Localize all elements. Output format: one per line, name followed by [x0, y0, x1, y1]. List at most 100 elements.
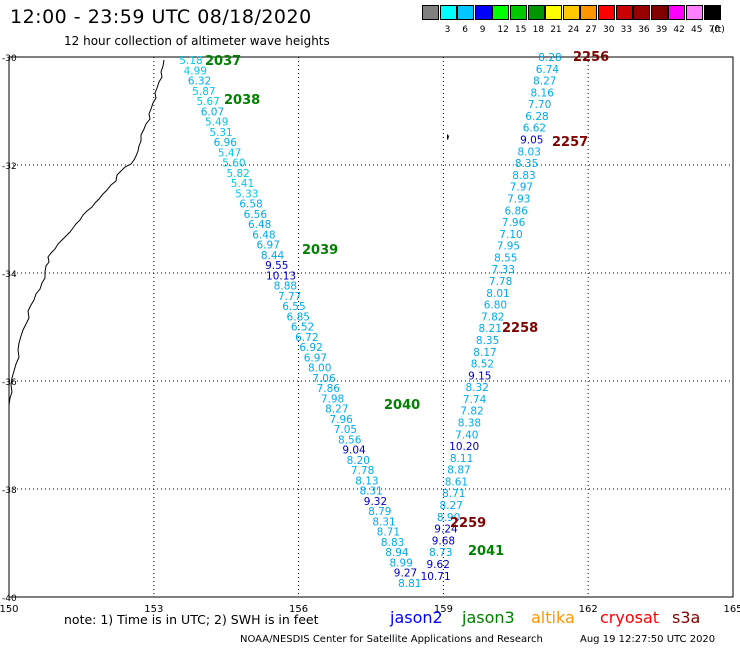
- swh-value: 8.03: [518, 146, 541, 158]
- scale-swatch: [439, 5, 457, 20]
- swh-value: 6.72: [295, 332, 318, 344]
- scale-swatch: [562, 5, 580, 20]
- longitude-label: 165: [723, 604, 740, 615]
- satellite-legend-item: s3a: [672, 608, 701, 627]
- scale-unit: (ft): [711, 25, 725, 35]
- swh-value: 6.80: [484, 300, 507, 312]
- swh-value: 10.20: [449, 441, 479, 453]
- swh-value: 9.62: [427, 559, 450, 571]
- scale-label: 36: [638, 25, 650, 35]
- swh-value: 8.35: [476, 335, 499, 347]
- swh-value: 5.41: [231, 178, 254, 190]
- swh-value: 8.44: [261, 250, 285, 262]
- swh-value: 8.83: [381, 537, 404, 549]
- swh-value: 7.97: [510, 182, 533, 194]
- scale-label: 70: [708, 25, 721, 35]
- pass-time-label: 2038: [224, 93, 260, 108]
- swh-value: 7.98: [321, 393, 344, 405]
- pass-time-label: 2258: [502, 321, 538, 336]
- swh-value: 7.82: [481, 311, 504, 323]
- swh-value: 7.82: [460, 406, 483, 418]
- scale-swatch: [527, 5, 545, 20]
- swh-value: 9.04: [342, 445, 366, 457]
- swh-value: 8.99: [390, 557, 413, 569]
- scale-label: 3: [444, 25, 451, 35]
- scale-label: 45: [691, 25, 703, 35]
- latitude-label: -40: [2, 594, 17, 604]
- pass-time-label: 2040: [384, 398, 420, 413]
- scale-label: 18: [532, 25, 545, 35]
- swh-value: 8.32: [466, 382, 489, 394]
- altimeter-tracks: 5.184.996.325.875.676.075.495.316.965.47…: [179, 52, 561, 590]
- longitude-label: 162: [579, 604, 598, 615]
- latitude-label: -34: [2, 270, 17, 280]
- swh-value: 5.67: [196, 96, 219, 108]
- map-title: 12:00 - 23:59 UTC 08/18/2020: [10, 6, 312, 28]
- scale-label: 39: [655, 25, 668, 35]
- swh-value: 8.20: [347, 455, 370, 467]
- satellite-legend-item: altika: [531, 608, 575, 627]
- swh-value: 6.85: [287, 311, 310, 323]
- swh-value: 5.49: [205, 117, 228, 129]
- coastline: [8, 59, 165, 406]
- swh-value: 6.56: [244, 209, 268, 221]
- scale-label: 15: [515, 25, 527, 35]
- swh-value: 8.71: [377, 527, 400, 539]
- swh-value: 6.97: [257, 240, 280, 252]
- swh-value: 6.58: [239, 199, 262, 211]
- swh-value: 8.55: [494, 252, 517, 264]
- swh-value: 6.48: [252, 229, 275, 241]
- swh-value: 8.11: [450, 453, 473, 465]
- swh-value: 7.95: [497, 241, 520, 253]
- swh-value: 8.79: [368, 506, 391, 518]
- pass-time-labels: 2037 2038 2039 2040 2041 2256 2257 2258 2259: [205, 50, 609, 559]
- swh-value: 7.86: [317, 383, 341, 395]
- pass-time-label: 2041: [468, 544, 504, 559]
- swh-value: 8.38: [458, 417, 481, 429]
- swh-value: 9.32: [364, 496, 387, 508]
- longitude-label: 159: [434, 604, 453, 615]
- swh-value: 7.33: [492, 264, 515, 276]
- swh-value: 6.62: [523, 123, 546, 135]
- scale-label: 27: [585, 25, 597, 35]
- map-subtitle: 12 hour collection of altimeter wave hei…: [64, 34, 330, 48]
- satellite-legend-item: cryosat: [600, 608, 660, 627]
- swh-value: 8.27: [325, 404, 348, 416]
- pass-time-label: 2256: [573, 50, 609, 65]
- swh-value: 5.33: [235, 188, 258, 200]
- scale-label: 12: [497, 25, 509, 35]
- longitude-label: 150: [0, 604, 19, 615]
- scale-swatch: [422, 5, 439, 20]
- swh-value: 6.97: [304, 352, 327, 364]
- pass-time-label: 2037: [205, 54, 241, 69]
- scale-label: 42: [673, 25, 685, 35]
- longitude-label: 153: [144, 604, 163, 615]
- scale-label: 9: [479, 25, 486, 35]
- swh-value: 8.61: [445, 476, 468, 488]
- swh-value: 8.31: [359, 486, 382, 498]
- scale-swatch: [545, 5, 563, 20]
- swh-value: 5.47: [218, 147, 241, 159]
- scale-swatch: [650, 5, 668, 20]
- scale-label: 6: [462, 25, 468, 35]
- longitude-label: 156: [289, 604, 308, 615]
- swh-value: 8.16: [531, 87, 555, 99]
- swh-value: 8.56: [338, 434, 362, 446]
- pass-time-label: 2257: [552, 135, 588, 150]
- swh-value: 9.55: [265, 260, 288, 272]
- scale-swatch: [457, 5, 475, 20]
- swh-value: 7.93: [507, 193, 530, 205]
- pass-time-label: 2039: [302, 243, 338, 258]
- swh-value: 6.86: [505, 205, 529, 217]
- swh-value: 8.88: [274, 281, 297, 293]
- swh-value: 7.96: [329, 414, 353, 426]
- scale-label: 30: [603, 25, 615, 35]
- scale-swatch: [633, 5, 651, 20]
- swh-value: 7.06: [312, 373, 336, 385]
- swh-value: 6.96: [214, 137, 238, 149]
- generated-timestamp: Aug 19 12:27:50 UTC 2020: [580, 634, 716, 645]
- swh-value: 10.71: [421, 571, 451, 583]
- swh-value: 8.71: [442, 488, 465, 500]
- swh-value: 7.74: [463, 394, 487, 406]
